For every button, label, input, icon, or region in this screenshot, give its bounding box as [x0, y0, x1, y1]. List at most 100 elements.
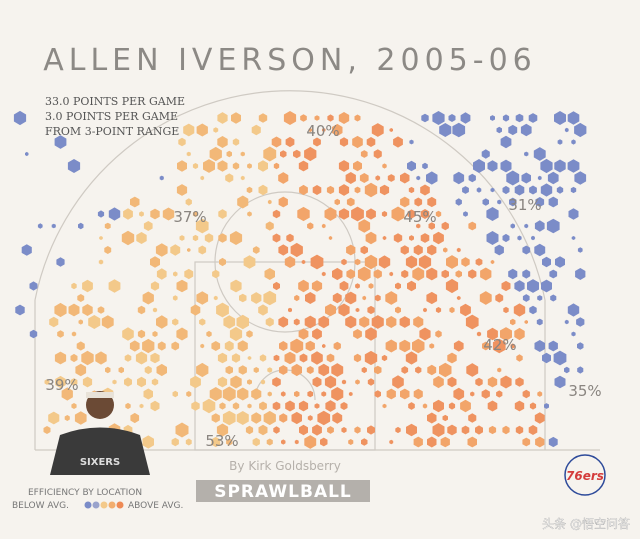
hex: [490, 259, 495, 265]
hex: [232, 162, 240, 170]
hex: [359, 173, 369, 183]
hex: [183, 123, 195, 137]
stat: 33.0 POINTS PER GAME: [45, 95, 185, 108]
hex: [332, 267, 343, 281]
hex: [77, 294, 85, 302]
hex: [321, 391, 327, 397]
hex: [435, 210, 442, 218]
hex: [570, 186, 577, 194]
hex: [502, 114, 510, 122]
legend-high: ABOVE AVG.: [128, 501, 183, 511]
hex: [196, 362, 209, 378]
hex: [173, 271, 178, 277]
hex: [75, 363, 87, 377]
hex: [305, 292, 316, 304]
hex: [95, 351, 107, 365]
hex: [475, 377, 483, 387]
hex: [232, 138, 240, 146]
hex: [407, 160, 416, 172]
hex: [506, 170, 520, 186]
hex: [61, 387, 73, 401]
hex: [247, 379, 252, 385]
hex: [503, 306, 509, 314]
hex: [286, 233, 294, 243]
hex: [70, 378, 78, 386]
hex: [230, 279, 242, 293]
hex: [528, 113, 538, 123]
hex: [497, 367, 502, 373]
hex: [426, 171, 438, 185]
hex: [357, 266, 371, 282]
hex: [129, 340, 140, 352]
hex: [219, 257, 226, 267]
hex: [555, 256, 565, 268]
hex: [470, 391, 475, 397]
hex: [231, 353, 241, 363]
hex: [219, 402, 226, 410]
hex: [97, 210, 105, 218]
hex: [367, 425, 375, 435]
hex: [171, 341, 180, 351]
hex: [488, 425, 497, 435]
hex: [265, 221, 274, 231]
hex: [500, 159, 512, 173]
hex: [577, 366, 584, 374]
hex: [455, 198, 462, 206]
hex: [550, 294, 557, 302]
hex: [313, 137, 321, 147]
hex: [213, 127, 219, 133]
hex: [366, 137, 376, 147]
hex: [574, 122, 587, 138]
hex: [143, 388, 153, 400]
hex: [341, 427, 347, 433]
hex: [267, 391, 272, 397]
zone-label: 45%: [403, 208, 436, 226]
hex: [299, 184, 308, 196]
hex: [522, 389, 530, 399]
hex: [534, 220, 545, 232]
player-figure: SIXERS: [50, 391, 150, 475]
hex: [564, 366, 570, 374]
hex: [408, 402, 415, 410]
hex: [508, 268, 518, 280]
hex: [301, 259, 306, 265]
hex: [278, 196, 288, 208]
hex: [382, 235, 387, 241]
hex: [490, 187, 495, 193]
hex: [307, 390, 314, 398]
hex: [408, 186, 415, 194]
hex: [481, 389, 490, 399]
hex: [405, 255, 418, 269]
hex: [81, 350, 94, 366]
hex: [29, 329, 38, 339]
hex: [413, 388, 423, 400]
hex: [385, 291, 398, 305]
hex: [502, 185, 510, 195]
hex: [433, 231, 444, 245]
hex: [492, 338, 506, 354]
hex: [567, 111, 580, 125]
hex: [522, 269, 531, 279]
hex: [368, 283, 374, 289]
hex: [266, 438, 273, 446]
hex: [346, 269, 356, 279]
hex: [420, 209, 430, 219]
hex: [462, 186, 469, 194]
hex: [353, 160, 362, 172]
hex: [229, 326, 243, 342]
hex: [515, 113, 524, 123]
hex: [212, 269, 220, 279]
hex: [273, 354, 280, 362]
hex: [441, 221, 449, 231]
hex: [44, 379, 50, 385]
hex: [346, 244, 356, 256]
hex: [364, 254, 378, 270]
hex: [575, 268, 586, 280]
hex: [263, 146, 277, 162]
hex: [21, 244, 32, 256]
hex: [246, 330, 253, 338]
hex: [253, 367, 259, 373]
hex: [118, 366, 124, 374]
hex: [460, 399, 471, 413]
hex: [537, 175, 542, 181]
